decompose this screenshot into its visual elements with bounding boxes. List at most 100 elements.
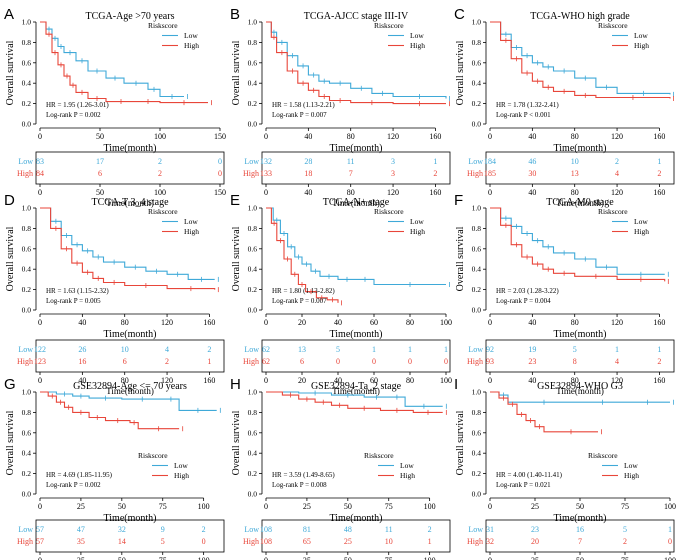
legend-title: Riskscore	[148, 21, 178, 30]
x-tick-label: 160	[653, 318, 665, 327]
panel-title: TCGA-WHO high grade	[530, 11, 630, 22]
y-tick-label: 1.0	[22, 388, 32, 397]
risk-table-cell-low: 1	[657, 157, 661, 166]
risk-table-tick-label: 160	[203, 376, 215, 385]
risk-table-row-label-low: Low	[468, 157, 483, 166]
km-panel-b: B TCGA-AJCC stage III-IV Overall survival 0…	[230, 6, 451, 208]
legend-label-high: High	[634, 227, 649, 236]
risk-table-tick-label: 20	[298, 376, 306, 385]
risk-table-cell-high: 84	[36, 169, 44, 178]
risk-table-x-label: Time(month)	[332, 386, 380, 396]
risk-table-cell-low: 1	[408, 345, 412, 354]
risk-table-tick-label: 25	[303, 556, 311, 560]
risk-table-cell-low: 1	[444, 345, 448, 354]
hazard-ratio: HR = 3.59 (1.49-8.65)	[272, 471, 335, 479]
risk-table-cell-high: 6	[300, 357, 304, 366]
x-tick-label: 0	[38, 132, 42, 141]
risk-table-cell-low: 5	[336, 345, 340, 354]
risk-table-row-label-high: High	[467, 537, 483, 546]
logrank-p: Log-rank P = 0.002	[46, 111, 101, 119]
y-tick-label: 0.2	[248, 469, 258, 478]
risk-table-tick-label: 50	[96, 188, 104, 197]
logrank-p: Log-rank P < 0.001	[496, 111, 551, 119]
y-axis-label: Overall survival	[231, 40, 242, 105]
risk-table-cell-high: 108	[260, 537, 272, 546]
x-tick-label: 0	[488, 502, 492, 511]
y-tick-label: 0.6	[22, 428, 32, 437]
x-tick-label: 40	[528, 132, 536, 141]
y-tick-label: 0.2	[22, 99, 32, 108]
x-tick-label: 150	[214, 132, 226, 141]
legend-label-high: High	[184, 227, 199, 236]
x-tick-label: 120	[611, 318, 623, 327]
km-curve-high	[266, 207, 339, 303]
panel-letter: G	[4, 376, 16, 393]
legend-title: Riskscore	[148, 207, 178, 216]
risk-table-cell-low: 10	[571, 157, 579, 166]
y-tick-label: 0.4	[248, 449, 258, 458]
legend-label-low: Low	[400, 461, 414, 470]
x-tick-label: 40	[334, 318, 342, 327]
risk-table-tick-label: 50	[576, 556, 584, 560]
panel-letter: I	[454, 376, 458, 393]
risk-table-row-label-low: Low	[18, 157, 33, 166]
logrank-p: Log-rank P = 0.007	[272, 111, 327, 119]
risk-table-cell-high: 1	[428, 537, 432, 546]
km-panel-c: C TCGA-WHO high grade Overall survival 0.0 0…	[454, 6, 675, 208]
y-axis-label: Overall survival	[5, 410, 16, 475]
km-curve-high	[40, 207, 216, 290]
x-tick-label: 0	[488, 318, 492, 327]
x-axis-label: Time(month)	[330, 513, 383, 524]
risk-table-cell-low: 184	[484, 157, 496, 166]
risk-table-cell-high: 13	[571, 169, 579, 178]
risk-table-tick-label: 0	[488, 556, 492, 560]
risk-table-cell-high: 62	[262, 357, 270, 366]
y-tick-label: 1.0	[472, 388, 482, 397]
x-tick-label: 40	[304, 132, 312, 141]
risk-table-box	[35, 339, 225, 373]
panel-title: GSE32894-Age <= 70 years	[73, 381, 187, 392]
risk-table-tick-label: 120	[161, 376, 173, 385]
risk-table-row-label-low: Low	[244, 525, 259, 534]
risk-table-cell-low: 92	[486, 345, 494, 354]
risk-table-cell-low: 16	[576, 525, 584, 534]
risk-table-tick-label: 80	[571, 376, 579, 385]
risk-table-cell-low: 2	[615, 157, 619, 166]
y-tick-label: 0.8	[472, 408, 482, 417]
risk-table-cell-high: 2	[657, 357, 661, 366]
risk-table-cell-high: 93	[486, 357, 494, 366]
risk-table-cell-low: 19	[528, 345, 536, 354]
y-axis-label: Overall survival	[455, 410, 466, 475]
x-tick-label: 120	[611, 132, 623, 141]
risk-table-tick-label: 120	[611, 188, 623, 197]
x-tick-label: 0	[264, 502, 268, 511]
risk-table-cell-low: 13	[298, 345, 306, 354]
risk-table-tick-label: 80	[121, 376, 129, 385]
y-tick-label: 0.6	[472, 244, 482, 253]
risk-table-tick-label: 100	[440, 376, 452, 385]
risk-table-cell-high: 1	[207, 357, 211, 366]
risk-table-tick-label: 100	[198, 556, 210, 560]
risk-table-cell-high: 14	[118, 537, 126, 546]
risk-table-cell-high: 18	[304, 169, 312, 178]
y-tick-label: 1.0	[248, 388, 258, 397]
risk-table-row-label-high: High	[243, 537, 259, 546]
hazard-ratio: HR = 1.80 (1.13-2.82)	[272, 287, 335, 295]
risk-table-cell-low: 2	[158, 157, 162, 166]
x-axis-label: Time(month)	[554, 143, 607, 154]
x-tick-label: 50	[576, 502, 584, 511]
risk-table-cell-low: 11	[385, 525, 393, 534]
x-tick-label: 0	[264, 318, 268, 327]
risk-table-cell-high: 0	[668, 537, 672, 546]
risk-table-cell-low: 28	[304, 157, 312, 166]
risk-table-tick-label: 120	[387, 188, 399, 197]
legend-title: Riskscore	[364, 451, 394, 460]
y-tick-label: 0.2	[472, 99, 482, 108]
x-axis-label: Time(month)	[104, 513, 157, 524]
legend-label-high: High	[634, 41, 649, 50]
y-tick-label: 0.0	[22, 120, 32, 129]
risk-table-tick-label: 60	[370, 376, 378, 385]
risk-table-tick-label: 120	[611, 376, 623, 385]
x-axis-label: Time(month)	[330, 329, 383, 340]
